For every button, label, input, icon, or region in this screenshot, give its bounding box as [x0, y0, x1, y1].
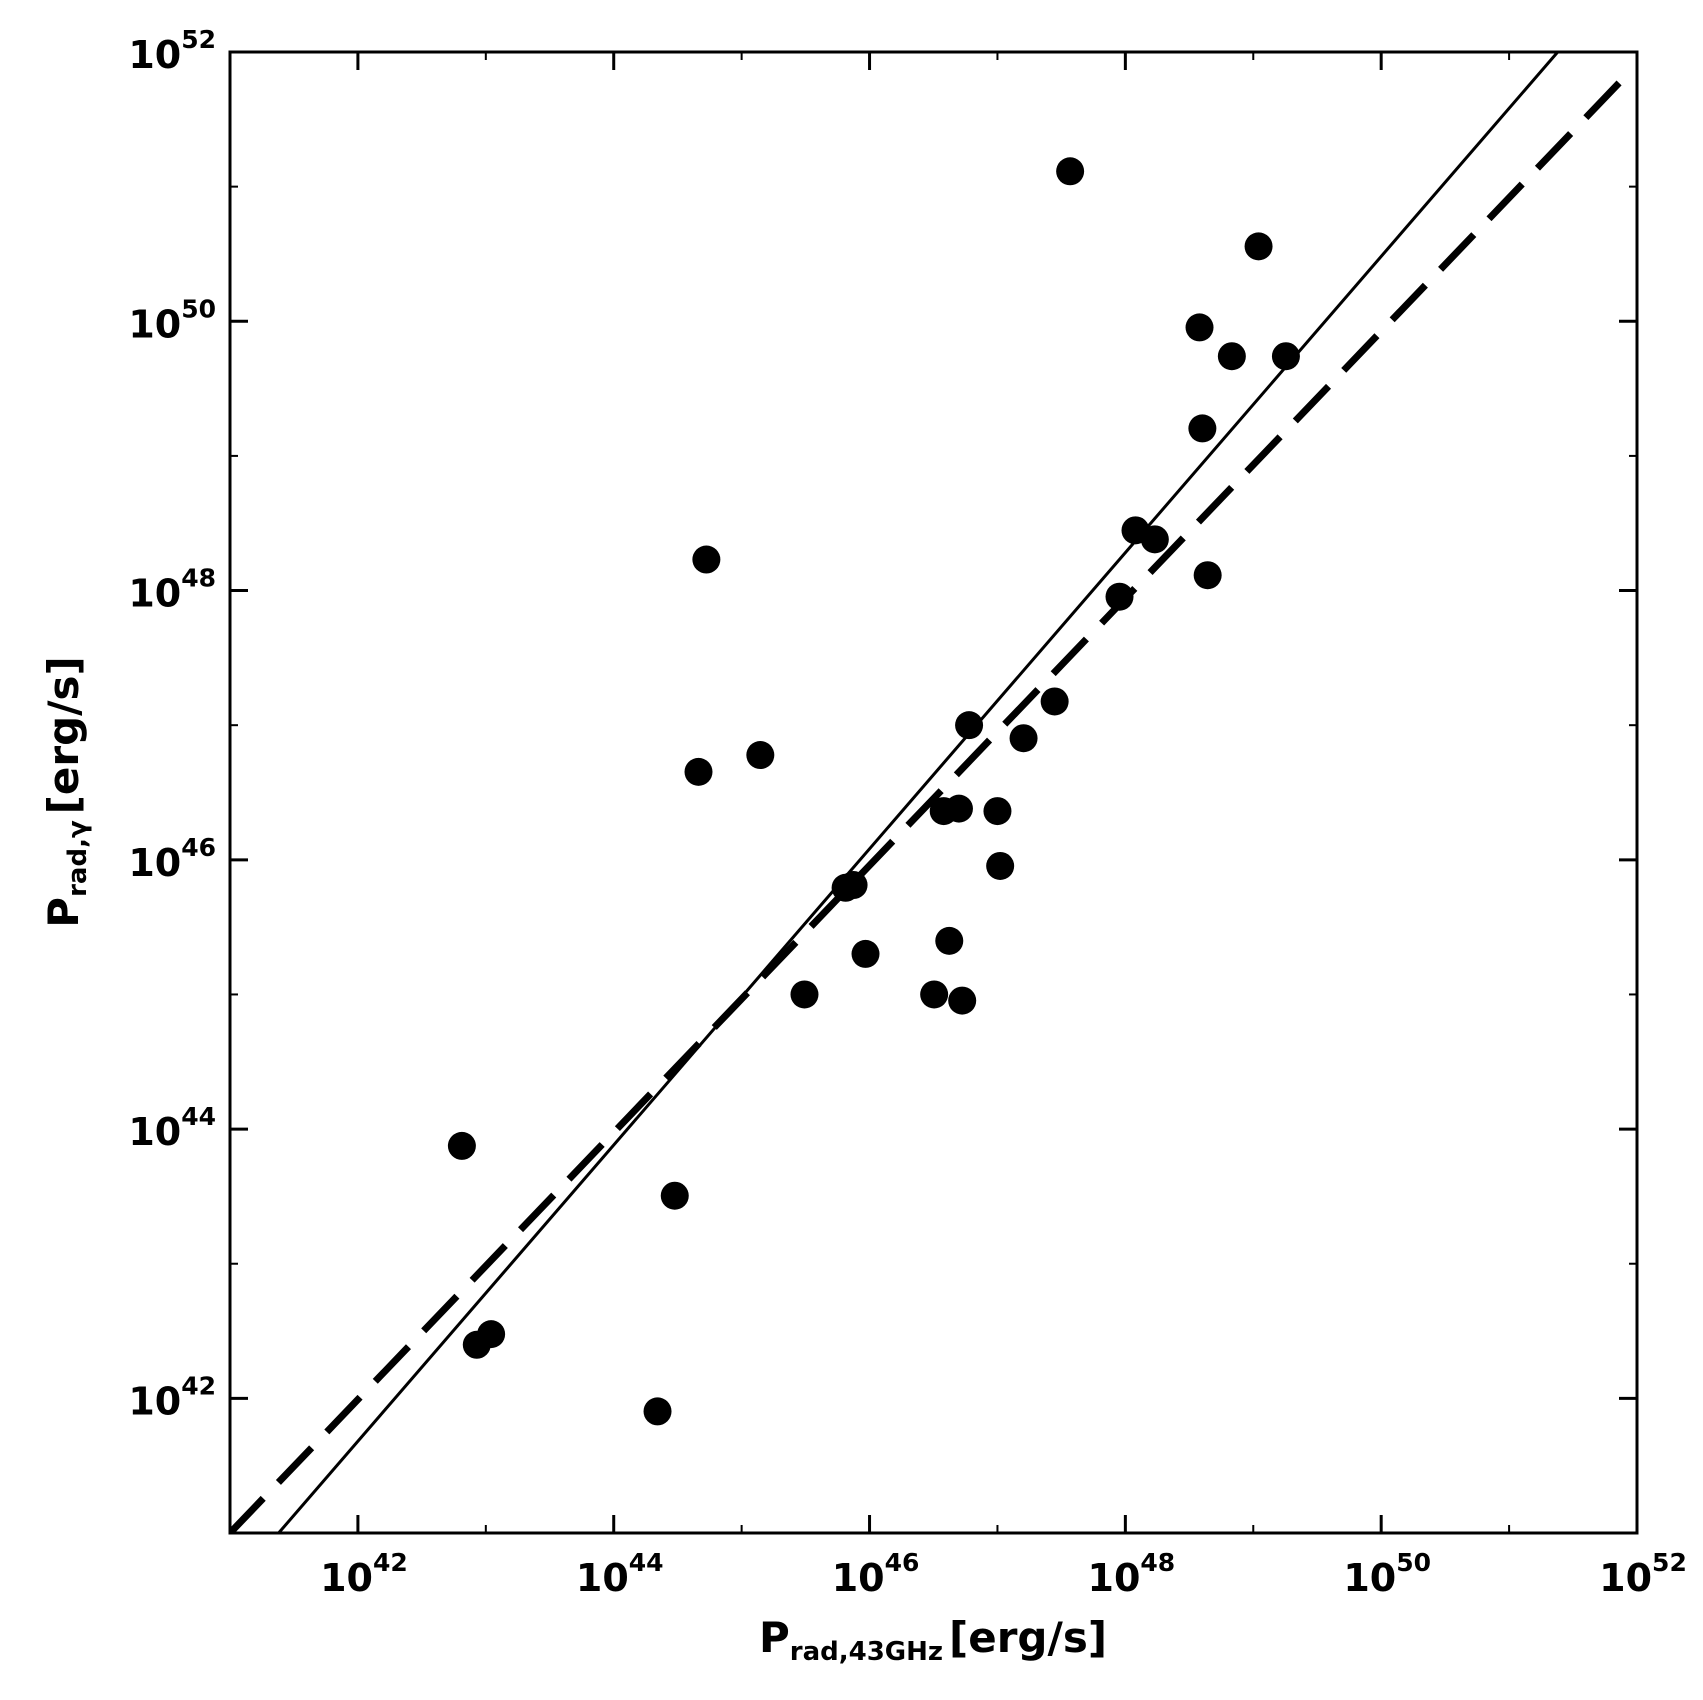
x-tick-exp: 44 [629, 1548, 664, 1577]
data-point [684, 757, 713, 786]
y-tick-base: 10 [128, 1110, 181, 1154]
data-point [986, 851, 1015, 880]
x-tick-label: 1050 [1343, 1548, 1431, 1600]
x-tick-base: 10 [1599, 1556, 1652, 1600]
data-point [935, 926, 964, 955]
major-ticks [230, 50, 1639, 1533]
data-point [477, 1320, 506, 1349]
x-axis-title-main: P [759, 1613, 790, 1662]
y-tick-base: 10 [128, 302, 181, 346]
x-tick-label: 1048 [1088, 1548, 1176, 1600]
y-tick-exp: 46 [181, 833, 216, 862]
data-point [944, 794, 973, 823]
data-point [1193, 561, 1222, 590]
x-tick-label: 1042 [320, 1548, 408, 1600]
x-tick-exp: 52 [1652, 1548, 1687, 1577]
data-point [746, 741, 775, 770]
fit-lines [230, 52, 1628, 1533]
y-tick-label: 1042 [128, 1371, 216, 1423]
y-axis-title-unit: [erg/s] [39, 656, 88, 814]
dashed-line [230, 74, 1628, 1533]
data-point [643, 1397, 672, 1426]
x-tick-label: 1052 [1599, 1548, 1687, 1600]
y-tick-label: 1050 [128, 294, 216, 346]
y-tick-exp: 52 [181, 25, 216, 54]
y-tick-base: 10 [128, 1379, 181, 1423]
x-tick-label: 1046 [832, 1548, 920, 1600]
x-tick-exp: 42 [373, 1548, 408, 1577]
y-tick-exp: 42 [181, 1371, 216, 1400]
data-point [660, 1181, 689, 1210]
data-point [1056, 157, 1085, 186]
data-point [851, 939, 880, 968]
x-axis-title-sub: rad,43GHz [790, 1637, 943, 1667]
data-point [1188, 414, 1217, 443]
data-point [955, 711, 984, 740]
x-tick-label: 1044 [576, 1548, 664, 1600]
x-axis-title-unit: [erg/s] [949, 1613, 1107, 1662]
x-tick-exp: 46 [885, 1548, 920, 1577]
x-tick-labels: 1042 1044 1046 1048 1050 1052 [320, 1548, 1687, 1600]
y-tick-label: 1048 [128, 564, 216, 616]
y-axis-title-main: P [39, 897, 88, 928]
data-point [447, 1131, 476, 1160]
x-tick-base: 10 [576, 1556, 629, 1600]
x-tick-base: 10 [1088, 1556, 1141, 1600]
data-points [447, 157, 1300, 1426]
data-point [1140, 525, 1169, 554]
x-tick-base: 10 [832, 1556, 885, 1600]
data-point [1009, 724, 1038, 753]
y-tick-label: 1052 [128, 25, 216, 77]
data-point [1271, 342, 1300, 371]
data-point [1040, 687, 1069, 716]
y-tick-base: 10 [128, 33, 181, 77]
data-point [948, 986, 977, 1015]
data-point [1105, 582, 1134, 611]
x-tick-base: 10 [1343, 1556, 1396, 1600]
y-axis-title: Prad,γ [erg/s] [39, 656, 93, 927]
x-axis-title: Prad,43GHz [erg/s] [759, 1613, 1107, 1667]
data-point [920, 980, 949, 1009]
x-tick-exp: 48 [1140, 1548, 1175, 1577]
data-point [1244, 232, 1273, 261]
plot-frame [228, 50, 1639, 1535]
y-tick-exp: 48 [181, 564, 216, 593]
data-point [692, 545, 721, 574]
y-tick-label: 1046 [128, 833, 216, 885]
solid-line [277, 52, 1559, 1533]
x-tick-base: 10 [320, 1556, 373, 1600]
y-tick-base: 10 [128, 572, 181, 616]
x-tick-exp: 50 [1396, 1548, 1431, 1577]
data-point [1185, 313, 1214, 342]
data-point [790, 980, 819, 1009]
y-tick-exp: 50 [181, 294, 216, 323]
data-point [1217, 342, 1246, 371]
y-tick-exp: 44 [181, 1102, 216, 1131]
y-tick-label: 1044 [128, 1102, 216, 1154]
data-point [983, 797, 1012, 826]
data-point [839, 871, 868, 900]
y-tick-base: 10 [128, 841, 181, 885]
y-axis-title-sub: rad,γ [63, 820, 93, 897]
